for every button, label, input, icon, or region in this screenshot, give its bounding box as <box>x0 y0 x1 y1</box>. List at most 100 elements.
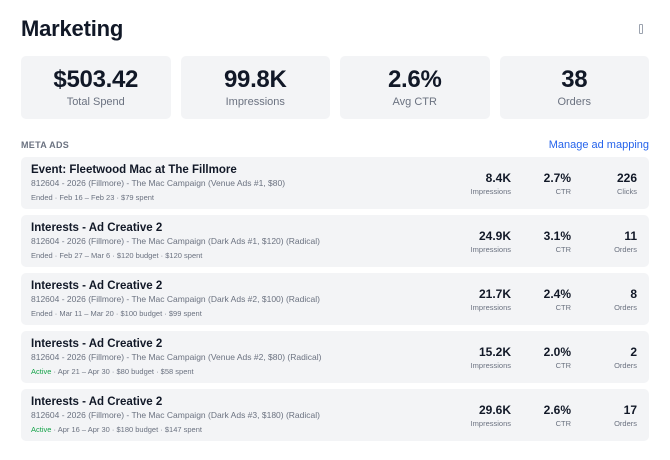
ad-details: · Feb 16 – Feb 23 · $79 spent <box>52 193 154 202</box>
status-badge: Active <box>31 425 52 434</box>
metric-label: Impressions <box>470 360 511 370</box>
ad-info: Interests - Ad Creative 2 812604 - 2026 … <box>31 279 320 319</box>
ad-metrics: 8.4K Impressions 2.7% CTR 226 Clicks <box>451 171 637 196</box>
ad-name: Interests - Ad Creative 2 <box>31 338 163 350</box>
metric-value: 11 <box>624 228 637 243</box>
ad-name: Interests - Ad Creative 2 <box>31 280 163 292</box>
stat-card-total-spend: $503.42 Total Spend <box>21 56 171 119</box>
ad-list-item[interactable]: Interests - Ad Creative 2 812604 - 2026 … <box>21 273 649 325</box>
metric-value: 8.4K <box>485 170 511 185</box>
page-title: Marketing <box>21 16 124 41</box>
status-badge: Ended <box>31 193 53 202</box>
metric-value: 2.7% <box>543 170 571 185</box>
manage-ad-mapping-link[interactable]: Manage ad mapping <box>548 139 649 151</box>
ad-list-item[interactable]: Event: Fleetwood Mac at The Fillmore 812… <box>21 157 649 209</box>
metric-value: 15.2K <box>478 344 511 359</box>
metric-value: 8 <box>630 286 637 301</box>
metric-value: 29.6K <box>478 402 511 417</box>
metric-ctr: 2.0% CTR <box>511 345 571 370</box>
stat-label: Impressions <box>225 96 285 108</box>
ad-details: · Mar 11 – Mar 20 · $100 budget · $99 sp… <box>52 309 202 318</box>
metric-orders: 11 Orders <box>571 229 637 254</box>
section-title: META ADS <box>21 140 70 150</box>
metric-value: 17 <box>623 402 637 417</box>
ad-meta: Ended · Mar 11 – Mar 20 · $100 budget · … <box>31 309 320 319</box>
metric-label: CTR <box>555 186 571 196</box>
metric-value: 3.1% <box>543 228 571 243</box>
ad-metrics: 29.6K Impressions 2.6% CTR 17 Orders <box>451 403 637 428</box>
ad-info: Interests - Ad Creative 2 812604 - 2026 … <box>31 337 321 377</box>
more-menu-button[interactable] <box>633 19 649 39</box>
metric-impressions: 8.4K Impressions <box>451 171 511 196</box>
stat-card-avg-ctr: 2.6% Avg CTR <box>340 56 490 119</box>
metric-value: 24.9K <box>478 228 511 243</box>
metric-value: 2.0% <box>543 344 571 359</box>
metric-label: Orders <box>614 302 637 312</box>
metric-label: CTR <box>555 302 571 312</box>
status-badge: Ended <box>31 309 53 318</box>
ad-campaign: 812604 - 2026 (Fillmore) - The Mac Campa… <box>31 352 322 362</box>
ad-campaign: 812604 - 2026 (Fillmore) - The Mac Campa… <box>31 410 320 420</box>
stat-card-impressions: 99.8K Impressions <box>180 56 330 119</box>
ad-info: Interests - Ad Creative 2 812604 - 2026 … <box>31 221 320 261</box>
metric-label: CTR <box>555 360 571 370</box>
status-badge: Active <box>31 367 52 376</box>
ad-metrics: 15.2K Impressions 2.0% CTR 2 Orders <box>451 345 637 370</box>
stat-value: 99.8K <box>223 66 287 93</box>
ad-name: Interests - Ad Creative 2 <box>31 222 163 234</box>
metric-orders: 2 Orders <box>571 345 637 370</box>
ad-details: · Apr 16 – Apr 30 · $180 budget · $147 s… <box>51 425 202 434</box>
ad-campaign: 812604 - 2026 (Fillmore) - The Mac Campa… <box>31 236 320 246</box>
metric-ctr: 3.1% CTR <box>511 229 571 254</box>
metric-label: Clicks <box>617 186 637 196</box>
ad-info: Event: Fleetwood Mac at The Fillmore 812… <box>31 163 285 203</box>
metric-value: 21.7K <box>478 286 511 301</box>
ad-name: Event: Fleetwood Mac at The Fillmore <box>31 164 237 176</box>
stat-card-orders: 38 Orders <box>499 56 649 119</box>
stats-summary: $503.42 Total Spend 99.8K Impressions 2.… <box>21 56 649 119</box>
metric-impressions: 21.7K Impressions <box>451 287 511 312</box>
metric-impressions: 24.9K Impressions <box>451 229 511 254</box>
stat-label: Orders <box>557 96 592 108</box>
ad-meta: Ended · Feb 27 – Mar 6 · $120 budget · $… <box>31 251 320 261</box>
metric-value: 226 <box>616 170 637 185</box>
ad-meta: Active · Apr 21 – Apr 30 · $80 budget · … <box>31 367 321 377</box>
metric-ctr: 2.6% CTR <box>511 403 571 428</box>
ad-details: · Apr 21 – Apr 30 · $80 budget · $58 spe… <box>51 367 194 376</box>
metric-value: 2.4% <box>543 286 571 301</box>
metric-ctr: 2.7% CTR <box>511 171 571 196</box>
metric-impressions: 29.6K Impressions <box>451 403 511 428</box>
ad-list-item[interactable]: Interests - Ad Creative 2 812604 - 2026 … <box>21 389 649 441</box>
more-menu-icon <box>639 24 643 34</box>
page-header: Marketing <box>21 14 649 44</box>
metric-orders: 8 Orders <box>571 287 637 312</box>
metric-impressions: 15.2K Impressions <box>451 345 511 370</box>
status-badge: Ended <box>31 251 53 260</box>
ad-details: · Feb 27 – Mar 6 · $120 budget · $120 sp… <box>52 251 203 260</box>
metric-value: 2.6% <box>543 402 571 417</box>
ad-campaign: 812604 - 2026 (Fillmore) - The Mac Campa… <box>31 178 286 188</box>
metric-label: Impressions <box>470 418 511 428</box>
stat-value: 2.6% <box>387 66 442 93</box>
meta-ads-list: Event: Fleetwood Mac at The Fillmore 812… <box>21 157 649 441</box>
ad-campaign: 812604 - 2026 (Fillmore) - The Mac Campa… <box>31 294 320 304</box>
ad-metrics: 24.9K Impressions 3.1% CTR 11 Orders <box>451 229 637 254</box>
stat-label: Avg CTR <box>392 96 437 108</box>
stat-label: Total Spend <box>66 96 125 108</box>
metric-label: Impressions <box>470 244 511 254</box>
ad-list-item[interactable]: Interests - Ad Creative 2 812604 - 2026 … <box>21 215 649 267</box>
metric-label: Impressions <box>470 186 511 196</box>
stat-value: 38 <box>561 66 588 93</box>
metric-label: Impressions <box>470 302 511 312</box>
ad-meta: Active · Apr 16 – Apr 30 · $180 budget ·… <box>31 425 320 435</box>
metric-label: Orders <box>614 244 637 254</box>
ad-info: Interests - Ad Creative 2 812604 - 2026 … <box>31 395 320 435</box>
metric-label: Orders <box>614 418 637 428</box>
ad-metrics: 21.7K Impressions 2.4% CTR 8 Orders <box>451 287 637 312</box>
metric-orders: 17 Orders <box>571 403 637 428</box>
metric-label: CTR <box>555 418 571 428</box>
meta-ads-section-header: META ADS Manage ad mapping <box>21 138 649 152</box>
stat-value: $503.42 <box>53 66 139 93</box>
ad-list-item[interactable]: Interests - Ad Creative 2 812604 - 2026 … <box>21 331 649 383</box>
metric-label: CTR <box>555 244 571 254</box>
